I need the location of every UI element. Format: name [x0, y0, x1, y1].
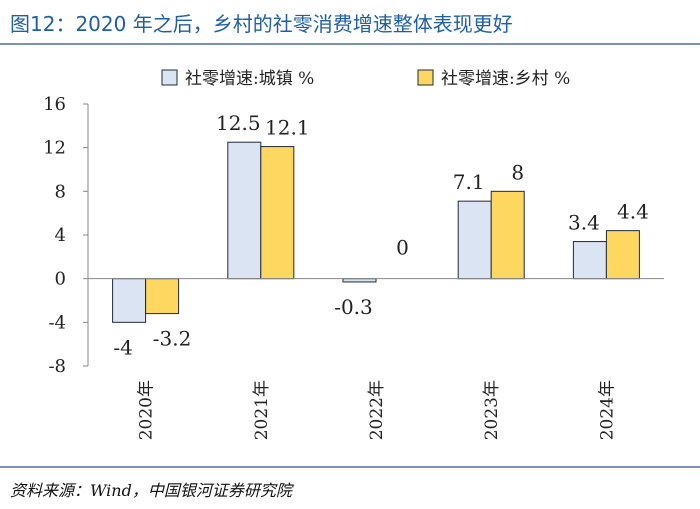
y-tick-label: -8 — [48, 356, 66, 377]
x-category-label: 2022年 — [367, 380, 387, 440]
data-labels-group: -4 -3.2 12.5 12.1 -0.3 0 7.1 8 3.4 4.4 — [113, 111, 648, 359]
legend-swatch-urban — [161, 69, 178, 86]
data-label: 8 — [511, 160, 524, 184]
source-note: 资料来源：Wind，中国银河证券研究院 — [10, 481, 292, 500]
bar-chart: 社零增速:城镇 % 社零增速:乡村 % -8 -4 0 4 8 12 16 -4 -3.2 12.… — [43, 69, 664, 440]
data-label: 7.1 — [453, 170, 485, 194]
x-category-label: 2023年 — [482, 380, 502, 440]
x-axis: 2020年 2021年 2022年 2023年 2024年 — [88, 278, 664, 440]
data-label: -0.3 — [334, 295, 373, 319]
data-label: 0 — [396, 236, 409, 260]
y-tick-label: 16 — [43, 94, 66, 115]
bar-rural — [490, 190, 525, 280]
bar-urban — [457, 200, 492, 280]
legend-swatch-rural — [417, 69, 434, 86]
data-label: 4.4 — [617, 200, 649, 224]
y-tick-label: 0 — [55, 269, 66, 290]
chart-legend: 社零增速:城镇 % 社零增速:乡村 % — [161, 69, 570, 89]
data-label: -3.2 — [153, 327, 192, 351]
legend-label-urban: 社零增速:城镇 % — [185, 69, 314, 89]
x-category-label: 2024年 — [597, 380, 617, 440]
bar-rural — [605, 230, 640, 280]
data-label: 12.5 — [216, 111, 261, 135]
data-label: 12.1 — [265, 116, 310, 140]
bar-urban — [227, 141, 262, 280]
x-category-label: 2021年 — [252, 380, 272, 440]
bar-rural — [260, 146, 295, 280]
title-divider — [0, 43, 700, 45]
data-label: -4 — [113, 335, 132, 359]
source-divider — [0, 466, 700, 468]
y-tick-label: 12 — [43, 138, 66, 159]
bars-group — [112, 141, 640, 323]
y-axis: -8 -4 0 4 8 12 16 — [43, 94, 89, 377]
x-category-label: 2020年 — [137, 380, 157, 440]
figure-title: 图12：2020 年之后，乡村的社零消费增速整体表现更好 — [10, 12, 513, 36]
y-tick-label: 4 — [55, 225, 66, 246]
legend-label-rural: 社零增速:乡村 % — [441, 69, 570, 89]
bar-rural — [145, 278, 180, 315]
data-label: 3.4 — [568, 211, 600, 235]
y-tick-label: 8 — [55, 181, 66, 202]
bar-urban — [112, 278, 147, 323]
bar-urban — [572, 241, 607, 280]
y-tick-label: -4 — [48, 312, 66, 333]
